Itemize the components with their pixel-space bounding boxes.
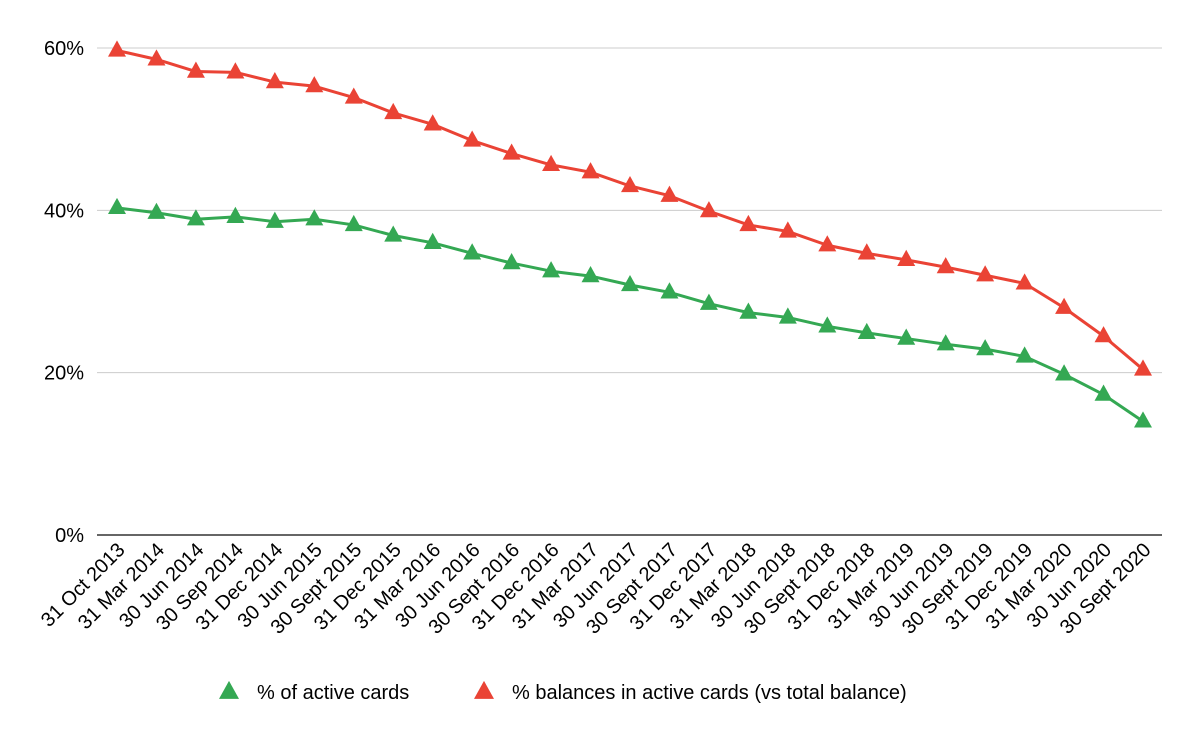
y-tick-label: 60% (44, 38, 84, 60)
series-1 (108, 197, 1152, 428)
data-point-marker (778, 221, 797, 238)
data-point-marker (305, 209, 324, 226)
data-point-marker (739, 302, 758, 319)
data-point-marker (739, 214, 758, 232)
data-point-marker (818, 235, 837, 252)
data-point-marker (463, 243, 482, 260)
data-point-marker (1015, 346, 1034, 363)
data-point-marker (621, 175, 639, 193)
legend: % of active cards % balances in active ca… (219, 680, 907, 704)
data-point-marker (976, 339, 995, 356)
data-point-marker (108, 40, 126, 57)
data-point-marker (699, 293, 718, 310)
data-point-marker (305, 76, 324, 93)
data-point-marker (147, 49, 166, 66)
data-point-marker (108, 197, 126, 215)
data-point-marker (857, 322, 876, 340)
data-point-marker (384, 225, 403, 242)
data-point-marker (502, 253, 521, 270)
data-point-marker (660, 185, 679, 202)
data-point-marker (502, 143, 521, 160)
y-tick-label: 40% (44, 200, 84, 222)
y-axis: 0% 20% 40% 60% (44, 38, 84, 547)
data-point-marker (857, 243, 876, 260)
data-point-marker (186, 61, 205, 78)
series-group (108, 40, 1152, 428)
data-point-marker (226, 62, 245, 79)
data-point-marker (1055, 364, 1074, 381)
data-point-marker (463, 130, 482, 147)
data-point-marker (1134, 359, 1152, 376)
legend-item: % balances in active cards (vs total bal… (474, 680, 907, 704)
y-tick-label: 20% (44, 363, 84, 385)
legend-label: % of active cards (257, 682, 409, 704)
data-point-marker (621, 274, 639, 292)
data-point-marker (897, 249, 916, 267)
data-point-marker (1094, 384, 1113, 401)
data-point-marker (581, 162, 600, 179)
data-point-marker (976, 265, 995, 282)
gridlines (97, 47, 1162, 374)
data-point-marker (423, 232, 442, 249)
data-point-marker (1094, 326, 1113, 343)
legend-marker (219, 680, 239, 699)
data-point-marker (423, 114, 442, 131)
data-point-marker (699, 201, 718, 218)
data-point-marker (344, 87, 363, 104)
data-point-marker (581, 266, 600, 283)
data-point-marker (542, 154, 561, 172)
data-point-marker (936, 257, 955, 274)
legend-item: % of active cards (219, 680, 409, 704)
data-point-marker (936, 334, 955, 351)
data-point-marker (344, 214, 363, 232)
series-line (115, 206, 1145, 423)
series-2 (108, 40, 1152, 376)
data-point-marker (384, 102, 403, 120)
data-point-marker (147, 202, 166, 219)
data-point-marker (1134, 411, 1152, 428)
data-point-marker (1055, 297, 1074, 314)
data-point-marker (1015, 273, 1034, 290)
y-tick-label: 0% (55, 525, 84, 547)
data-point-marker (226, 206, 245, 223)
data-point-marker (778, 307, 797, 324)
data-point-marker (897, 328, 916, 345)
data-point-marker (660, 282, 679, 299)
legend-label: % balances in active cards (vs total bal… (512, 682, 907, 704)
data-point-marker (818, 316, 837, 333)
data-point-marker (265, 72, 284, 89)
data-point-marker (542, 261, 561, 278)
data-point-marker (186, 209, 205, 226)
data-point-marker (265, 211, 284, 228)
legend-marker (474, 680, 494, 699)
